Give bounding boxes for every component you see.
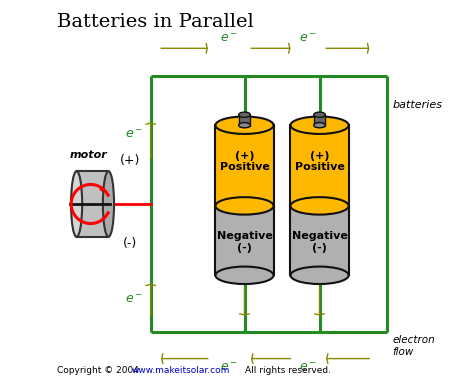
Ellipse shape xyxy=(215,266,273,284)
Ellipse shape xyxy=(314,122,325,128)
Text: Negative
(-): Negative (-) xyxy=(217,231,273,253)
Text: batteries: batteries xyxy=(393,99,443,110)
Bar xyxy=(239,115,250,126)
Ellipse shape xyxy=(215,116,273,134)
Text: (+)
Positive: (+) Positive xyxy=(219,151,269,172)
Text: Batteries in Parallel: Batteries in Parallel xyxy=(57,12,254,31)
Text: electron
flow: electron flow xyxy=(393,335,436,356)
Ellipse shape xyxy=(314,112,325,117)
Text: $e^-$: $e^-$ xyxy=(220,33,239,45)
Bar xyxy=(77,171,109,237)
Text: Negative
(-): Negative (-) xyxy=(292,231,347,253)
Ellipse shape xyxy=(239,122,250,128)
Text: (+)
Positive: (+) Positive xyxy=(295,151,345,172)
Text: $e^-$: $e^-$ xyxy=(299,361,318,374)
Ellipse shape xyxy=(239,112,250,117)
Ellipse shape xyxy=(291,266,349,284)
Text: motor: motor xyxy=(70,150,108,160)
Text: All rights reserved.: All rights reserved. xyxy=(245,366,330,375)
Text: $e^-$: $e^-$ xyxy=(299,33,318,45)
Ellipse shape xyxy=(215,197,273,215)
Bar xyxy=(291,125,349,206)
Text: $e^-$: $e^-$ xyxy=(125,293,143,306)
Bar xyxy=(314,115,325,126)
Text: www.makeitsolar.com: www.makeitsolar.com xyxy=(132,366,230,375)
Text: $e^-$: $e^-$ xyxy=(125,128,143,141)
Bar xyxy=(215,206,273,275)
Bar xyxy=(291,206,349,275)
Ellipse shape xyxy=(103,171,114,237)
Bar xyxy=(215,125,273,206)
Ellipse shape xyxy=(291,116,349,134)
Text: Copyright © 2004: Copyright © 2004 xyxy=(57,366,139,375)
Text: (+): (+) xyxy=(120,154,140,167)
Text: (-): (-) xyxy=(123,237,137,250)
Ellipse shape xyxy=(291,197,349,215)
Ellipse shape xyxy=(71,171,82,237)
Text: $e^-$: $e^-$ xyxy=(220,361,239,374)
